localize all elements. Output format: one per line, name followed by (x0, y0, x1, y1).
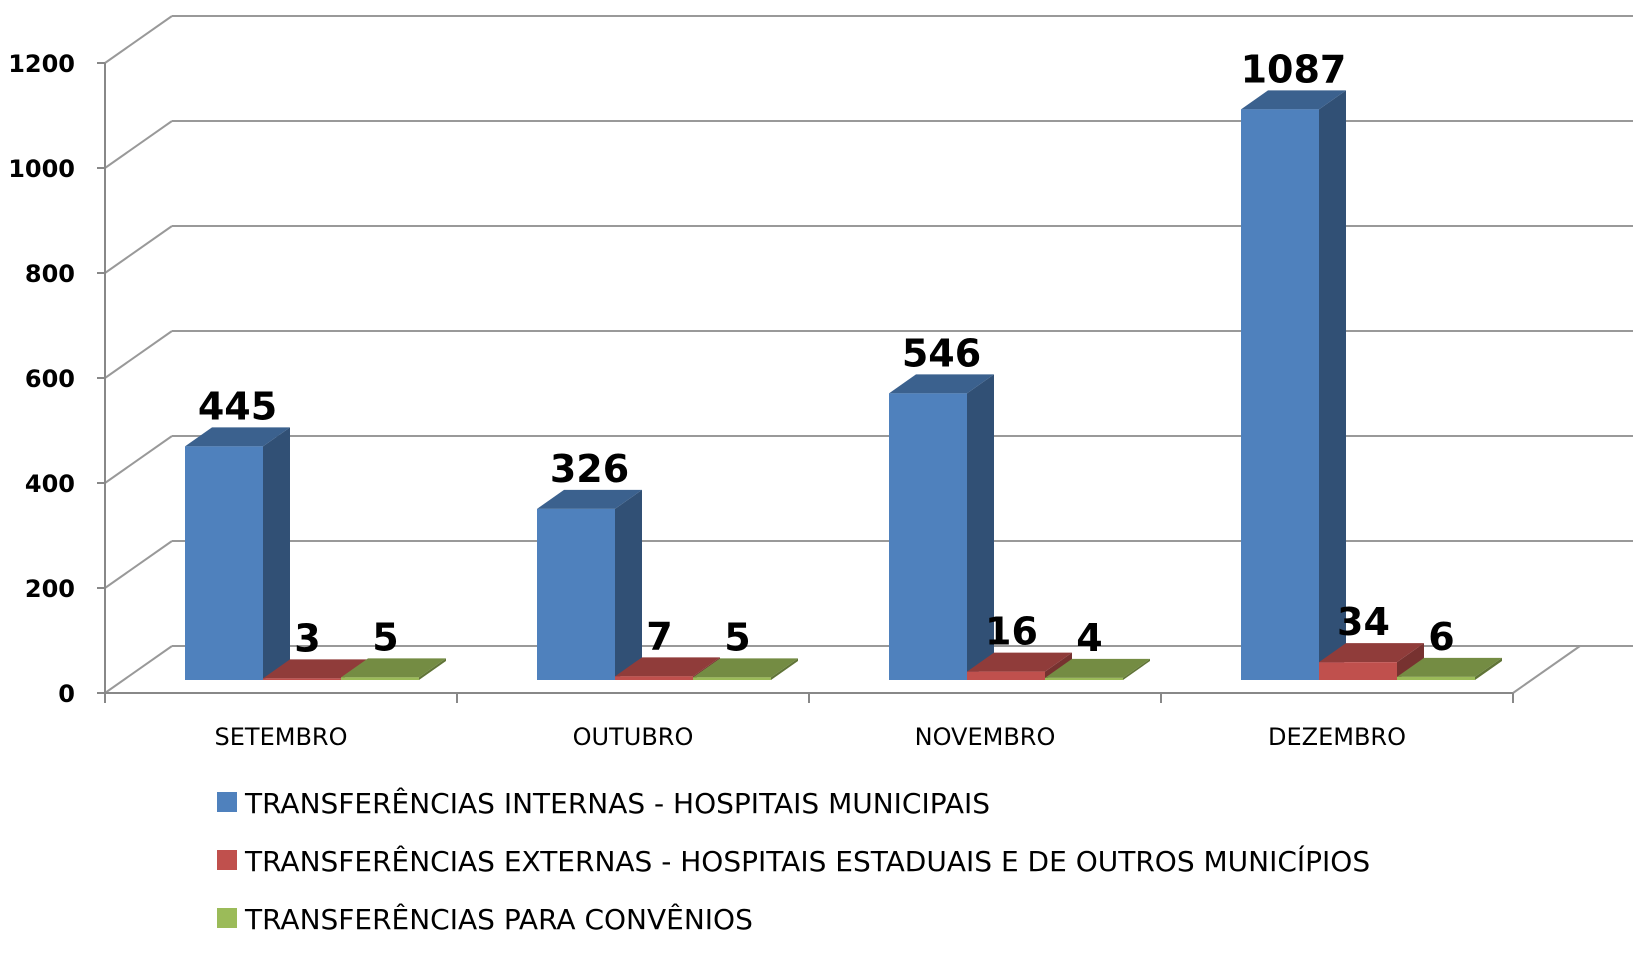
grid-line (104, 330, 173, 379)
bar (967, 671, 1045, 680)
data-label: 16 (985, 610, 1038, 654)
bar-side (419, 658, 446, 680)
bar-side (1123, 658, 1150, 680)
bar-side (1475, 657, 1502, 680)
bar (341, 677, 419, 680)
legend-label: TRANSFERÊNCIAS INTERNAS - HOSPITAIS MUNI… (244, 786, 990, 820)
bar-top (1241, 90, 1346, 110)
bar (185, 446, 263, 680)
bar-top (1397, 657, 1502, 677)
legend-label: TRANSFERÊNCIAS EXTERNAS - HOSPITAIS ESTA… (244, 844, 1370, 878)
bar (1045, 677, 1123, 680)
legend-swatch (217, 908, 237, 928)
legend-swatch (217, 850, 237, 870)
bar (1397, 676, 1475, 680)
data-label: 6 (1428, 615, 1454, 659)
bar-top (967, 652, 1072, 672)
bar-top (889, 374, 994, 394)
grid-line (104, 15, 173, 64)
x-tick-label: DEZEMBRO (1268, 723, 1406, 751)
y-tick-label: 200 (25, 575, 75, 603)
bar-top (185, 427, 290, 447)
bar-side (967, 374, 994, 680)
bar (537, 508, 615, 680)
grid-line (104, 120, 173, 169)
bar (263, 678, 341, 680)
bar (889, 393, 967, 680)
legend-label: TRANSFERÊNCIAS PARA CONVÊNIOS (244, 902, 753, 936)
bar-top (341, 658, 446, 678)
y-tick-label: 600 (25, 365, 75, 393)
data-label: 4 (1076, 616, 1102, 660)
data-label: 326 (550, 447, 629, 491)
floor-edge (1512, 645, 1581, 694)
bar-top (537, 489, 642, 509)
bar (1241, 109, 1319, 680)
bar (693, 677, 771, 680)
data-label: 1087 (1241, 47, 1347, 91)
data-label: 445 (198, 384, 277, 428)
x-tick-label: SETEMBRO (215, 723, 348, 751)
bar-side (615, 489, 642, 680)
x-tick-label: NOVEMBRO (915, 723, 1056, 751)
bar (1319, 662, 1397, 680)
grid-line (104, 435, 173, 484)
data-label: 3 (294, 616, 320, 660)
data-label: 5 (372, 615, 398, 659)
y-tick-label: 1000 (8, 155, 75, 183)
bar-top (1045, 658, 1150, 678)
bar-top (1319, 643, 1424, 663)
data-label: 546 (902, 331, 981, 375)
y-tick-label: 800 (25, 260, 75, 288)
y-tick-label: 400 (25, 470, 75, 498)
bar-side (263, 427, 290, 680)
data-label: 7 (646, 614, 672, 658)
y-tick-label: 1200 (8, 50, 75, 78)
bar-top (693, 658, 798, 678)
bar-side (1397, 643, 1424, 680)
bar-side (771, 658, 798, 680)
bar-top (263, 659, 368, 679)
grid-line (104, 225, 173, 274)
data-label: 5 (724, 615, 750, 659)
bar-side (1319, 90, 1346, 680)
y-tick-label: 0 (58, 680, 75, 708)
x-tick-label: OUTUBRO (573, 723, 694, 751)
bar-top (615, 657, 720, 677)
grid-line (104, 540, 173, 589)
legend-swatch (217, 792, 237, 812)
bar (615, 676, 693, 680)
grid-line (104, 645, 173, 694)
data-label: 34 (1337, 600, 1390, 644)
